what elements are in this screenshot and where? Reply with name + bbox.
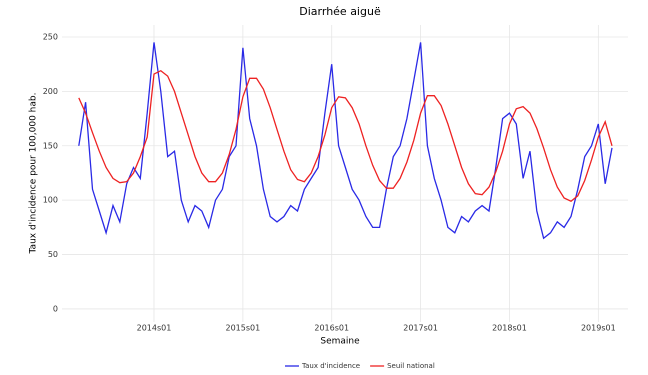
y-tick-label: 50 — [48, 250, 58, 259]
y-axis-title: Taux d'incidence pour 100,000 hab. — [29, 93, 39, 255]
chart-title: Diarrhée aiguë — [299, 5, 381, 18]
series-line — [78, 42, 613, 240]
x-axis-title: Semaine — [320, 337, 360, 347]
x-tick-label: 2015s01 — [226, 324, 261, 333]
legend-label: Taux d'incidence — [301, 362, 360, 370]
x-tick-label: 2019s01 — [581, 324, 616, 333]
x-tick-label: 2018s01 — [492, 324, 527, 333]
x-tick-label: 2017s01 — [403, 324, 438, 333]
x-tick-label: 2016s01 — [314, 324, 349, 333]
series-line — [78, 69, 613, 202]
y-tick-label: 150 — [43, 141, 58, 150]
y-tick-label: 200 — [43, 87, 58, 96]
legend-label: Seuil national — [387, 362, 435, 370]
y-tick-label: 250 — [43, 32, 58, 41]
y-tick-label: 0 — [53, 304, 58, 313]
x-tick-label: 2014s01 — [137, 324, 172, 333]
y-tick-label: 100 — [43, 196, 58, 205]
